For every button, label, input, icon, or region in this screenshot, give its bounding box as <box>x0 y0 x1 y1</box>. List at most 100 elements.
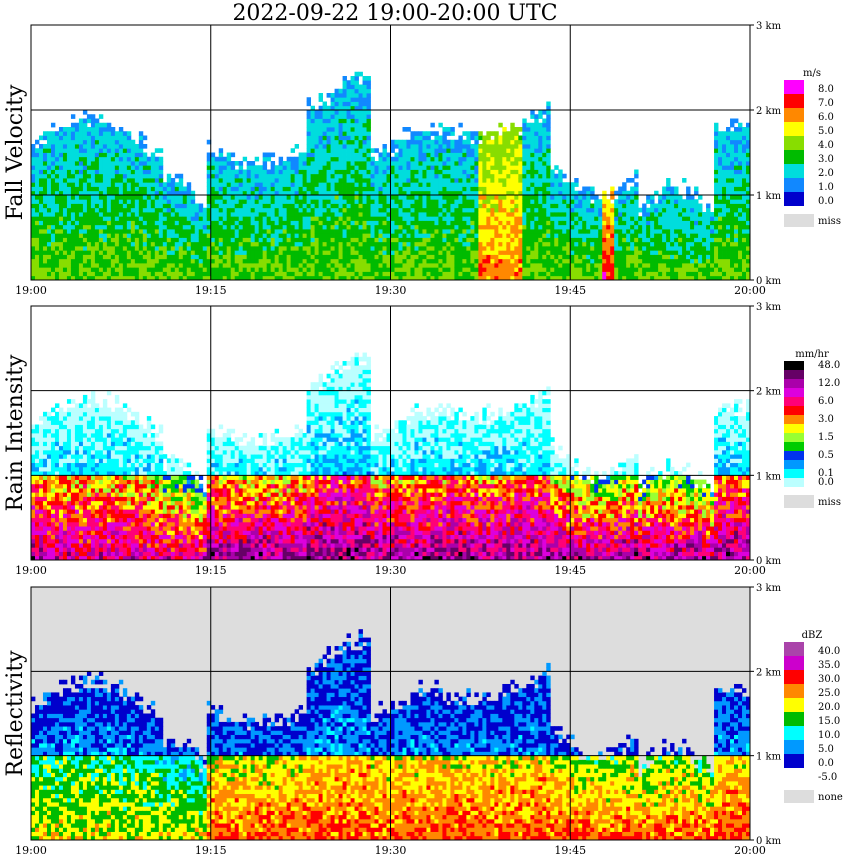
heatmap-cell <box>542 254 547 260</box>
heatmap-cell <box>390 275 395 281</box>
heatmap-cell <box>38 152 44 158</box>
heatmap-cell <box>426 233 431 238</box>
heatmap-cell <box>302 258 308 264</box>
heatmap-cell <box>602 203 607 209</box>
heatmap-cell <box>402 139 407 145</box>
heatmap-cell <box>526 131 531 136</box>
heatmap-cell <box>362 258 367 264</box>
heatmap-cell <box>318 229 323 234</box>
heatmap-cell <box>346 127 351 132</box>
heatmap-cell <box>350 135 355 141</box>
heatmap-cell <box>486 139 491 145</box>
heatmap-cell <box>462 195 467 200</box>
heatmap-cell <box>550 207 555 213</box>
heatmap-cell <box>86 212 92 217</box>
heatmap-cell <box>614 258 619 264</box>
heatmap-cell <box>526 258 531 264</box>
heatmap-cell <box>410 237 415 243</box>
heatmap-cell <box>70 207 76 213</box>
heatmap-cell <box>90 118 96 124</box>
heatmap-cell <box>518 182 523 187</box>
heatmap-cell <box>626 250 631 255</box>
heatmap-cell <box>402 212 407 217</box>
heatmap-cell <box>382 148 387 153</box>
heatmap-cell <box>146 271 152 277</box>
heatmap-cell <box>326 182 331 187</box>
heatmap-cell <box>598 212 603 217</box>
heatmap-cell <box>542 246 547 251</box>
heatmap-cell <box>150 267 156 272</box>
heatmap-cell <box>466 224 471 230</box>
heatmap-cell <box>118 190 124 196</box>
heatmap-cell <box>94 224 100 230</box>
heatmap-cell <box>594 241 599 247</box>
heatmap-cell <box>362 182 367 187</box>
heatmap-cell <box>274 220 280 226</box>
heatmap-cell <box>614 224 619 230</box>
heatmap-cell <box>630 254 635 260</box>
heatmap-cell <box>366 152 371 158</box>
heatmap-cell <box>306 165 312 170</box>
heatmap-cell <box>110 212 116 217</box>
heatmap-cell <box>398 161 403 166</box>
heatmap-cell <box>146 263 152 268</box>
heatmap-cell <box>206 139 212 145</box>
heatmap-cell <box>126 139 132 145</box>
heatmap-cell <box>398 267 403 272</box>
heatmap-cell <box>58 241 64 247</box>
heatmap-cell <box>586 233 591 238</box>
heatmap-cell <box>310 233 315 238</box>
heatmap-cell <box>498 195 503 200</box>
heatmap-cell <box>562 246 567 251</box>
heatmap-cell <box>106 139 112 145</box>
heatmap-cell <box>82 263 88 268</box>
heatmap-cell <box>334 127 339 132</box>
heatmap-cell <box>42 207 48 213</box>
heatmap-cell <box>514 275 519 281</box>
heatmap-cell <box>410 173 415 179</box>
heatmap-cell <box>474 267 479 272</box>
heatmap-cell <box>402 178 407 183</box>
heatmap-cell <box>502 275 507 281</box>
heatmap-cell <box>634 246 639 251</box>
heatmap-cell <box>38 169 44 175</box>
heatmap-cell <box>590 186 595 192</box>
heatmap-cell <box>318 182 323 187</box>
heatmap-cell <box>322 105 327 111</box>
heatmap-cell <box>274 267 280 272</box>
heatmap-cell <box>350 148 355 153</box>
heatmap-cell <box>294 258 300 264</box>
heatmap-cell <box>470 190 475 196</box>
heatmap-cell <box>178 250 184 255</box>
heatmap-cell <box>506 258 511 264</box>
heatmap-cell <box>558 233 563 238</box>
heatmap-cell <box>398 195 403 200</box>
heatmap-cell <box>182 250 188 255</box>
heatmap-cell <box>302 173 308 179</box>
heatmap-cell <box>422 267 427 272</box>
heatmap-cell <box>606 220 611 226</box>
heatmap-cell <box>526 199 531 204</box>
heatmap-cell <box>498 199 503 204</box>
heatmap-cell <box>434 161 439 166</box>
heatmap-cell <box>70 224 76 230</box>
heatmap-cell <box>330 118 335 124</box>
heatmap-cell <box>522 275 527 281</box>
heatmap-cell <box>634 182 639 187</box>
heatmap-cell <box>86 178 92 183</box>
heatmap-cell <box>126 195 132 200</box>
heatmap-cell <box>294 212 300 217</box>
heatmap-cell <box>310 254 315 260</box>
heatmap-cell <box>290 271 296 277</box>
heatmap-cell <box>262 195 268 200</box>
heatmap-cell <box>230 220 236 226</box>
heatmap-cell <box>474 135 479 141</box>
heatmap-cell <box>534 122 539 128</box>
heatmap-cell <box>370 182 375 187</box>
heatmap-cell <box>442 186 447 192</box>
heatmap-cell <box>226 182 232 187</box>
heatmap-cell <box>242 241 248 247</box>
heatmap-cell <box>654 229 659 234</box>
heatmap-cell <box>442 165 447 170</box>
heatmap-cell <box>226 220 232 226</box>
